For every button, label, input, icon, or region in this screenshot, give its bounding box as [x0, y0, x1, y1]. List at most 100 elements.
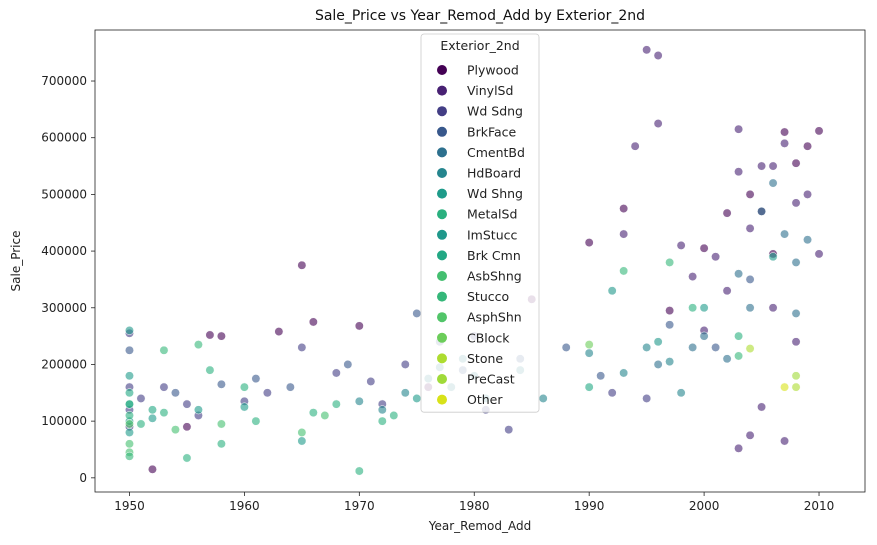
data-point [285, 382, 295, 392]
data-point [780, 382, 790, 392]
data-point [665, 357, 675, 367]
data-point [251, 416, 261, 426]
data-point [262, 388, 272, 398]
data-point [676, 240, 686, 250]
data-point [814, 249, 824, 259]
data-point [791, 257, 801, 267]
x-tick-label: 1950 [114, 499, 145, 513]
data-point [148, 464, 157, 474]
data-point [159, 382, 169, 392]
data-point [216, 331, 226, 341]
data-point [366, 377, 376, 386]
data-point [745, 303, 755, 313]
data-point [734, 351, 744, 361]
data-point [791, 308, 801, 318]
data-point [757, 402, 767, 412]
data-point [205, 365, 215, 375]
x-tick-label: 2010 [804, 499, 835, 513]
x-tick-label: 1970 [344, 499, 375, 513]
data-point [791, 337, 801, 347]
data-point [711, 342, 721, 352]
data-point [125, 411, 134, 420]
data-point [619, 229, 629, 239]
y-tick-label: 500000 [41, 187, 87, 201]
data-point [125, 388, 134, 398]
data-point [734, 269, 744, 279]
data-point [768, 252, 778, 262]
legend-marker [437, 271, 447, 281]
y-tick-label: 300000 [41, 301, 87, 315]
data-point [745, 223, 755, 233]
data-point [125, 399, 134, 409]
legend-entry-label: HdBoard [467, 166, 521, 181]
data-point [699, 303, 709, 313]
data-point [584, 382, 594, 392]
legend-marker [437, 209, 447, 220]
y-axis-ticks: 0 100000 200000 300000 400000 500000 600000 700… [41, 74, 95, 485]
data-point [768, 161, 778, 171]
data-point [561, 342, 571, 352]
legend-marker [437, 85, 447, 96]
legend-marker [437, 168, 447, 178]
x-axis-ticks: 1950 1960 1970 1980 1990 2000 2010 [114, 492, 834, 513]
data-point [354, 321, 364, 331]
data-point [780, 229, 790, 239]
legend: Exterior_2nd Plywood VinylSd Wd Sdng BrkFac… [420, 33, 540, 413]
data-point [216, 439, 226, 449]
data-point [768, 178, 778, 188]
legend-entry-label: Wd Shng [467, 186, 523, 201]
data-point [584, 340, 594, 350]
data-point [665, 320, 675, 330]
data-point [504, 425, 514, 435]
y-tick-label: 200000 [41, 357, 87, 371]
data-point [757, 161, 767, 171]
legend-title: Exterior_2nd [440, 38, 519, 53]
data-point [791, 371, 801, 381]
data-point [125, 419, 134, 429]
y-tick-label: 0 [79, 471, 87, 485]
data-point [653, 360, 663, 369]
legend-marker [437, 374, 447, 384]
data-point [699, 331, 709, 341]
data-point [331, 368, 341, 378]
data-point [711, 252, 721, 262]
data-point [814, 126, 824, 136]
data-point [297, 436, 307, 446]
data-point [619, 368, 629, 378]
legend-entry-label: AsphShn [467, 310, 522, 325]
data-point [159, 408, 169, 418]
legend-entry-label: Wd Sdng [467, 104, 523, 119]
data-point [722, 286, 732, 296]
legend-marker [437, 312, 447, 323]
y-tick-label: 100000 [41, 414, 87, 428]
data-point [699, 243, 709, 253]
data-point [745, 430, 755, 440]
data-point [584, 348, 594, 358]
data-point [308, 317, 318, 327]
data-point [297, 342, 307, 352]
data-point [377, 416, 387, 426]
data-point [791, 158, 801, 168]
legend-entry-label: Other [467, 392, 503, 407]
data-point [619, 266, 629, 276]
data-point [642, 342, 652, 352]
data-point [297, 260, 307, 270]
legend-entry-label: CBlock [467, 330, 510, 345]
legend-marker [437, 188, 447, 199]
legend-marker [437, 250, 447, 261]
data-point [343, 360, 353, 369]
data-point [791, 198, 801, 208]
data-point [584, 238, 594, 248]
data-point [780, 127, 790, 137]
data-point [642, 45, 652, 55]
data-point [607, 388, 617, 398]
data-point [734, 167, 744, 177]
data-point [734, 124, 744, 134]
legend-marker [437, 106, 447, 117]
x-tick-label: 1960 [229, 499, 260, 513]
legend-box [420, 33, 540, 413]
y-tick-label: 700000 [41, 74, 87, 88]
data-point [607, 286, 617, 296]
data-point [734, 443, 744, 453]
legend-entry-label: AsbShng [467, 269, 522, 284]
